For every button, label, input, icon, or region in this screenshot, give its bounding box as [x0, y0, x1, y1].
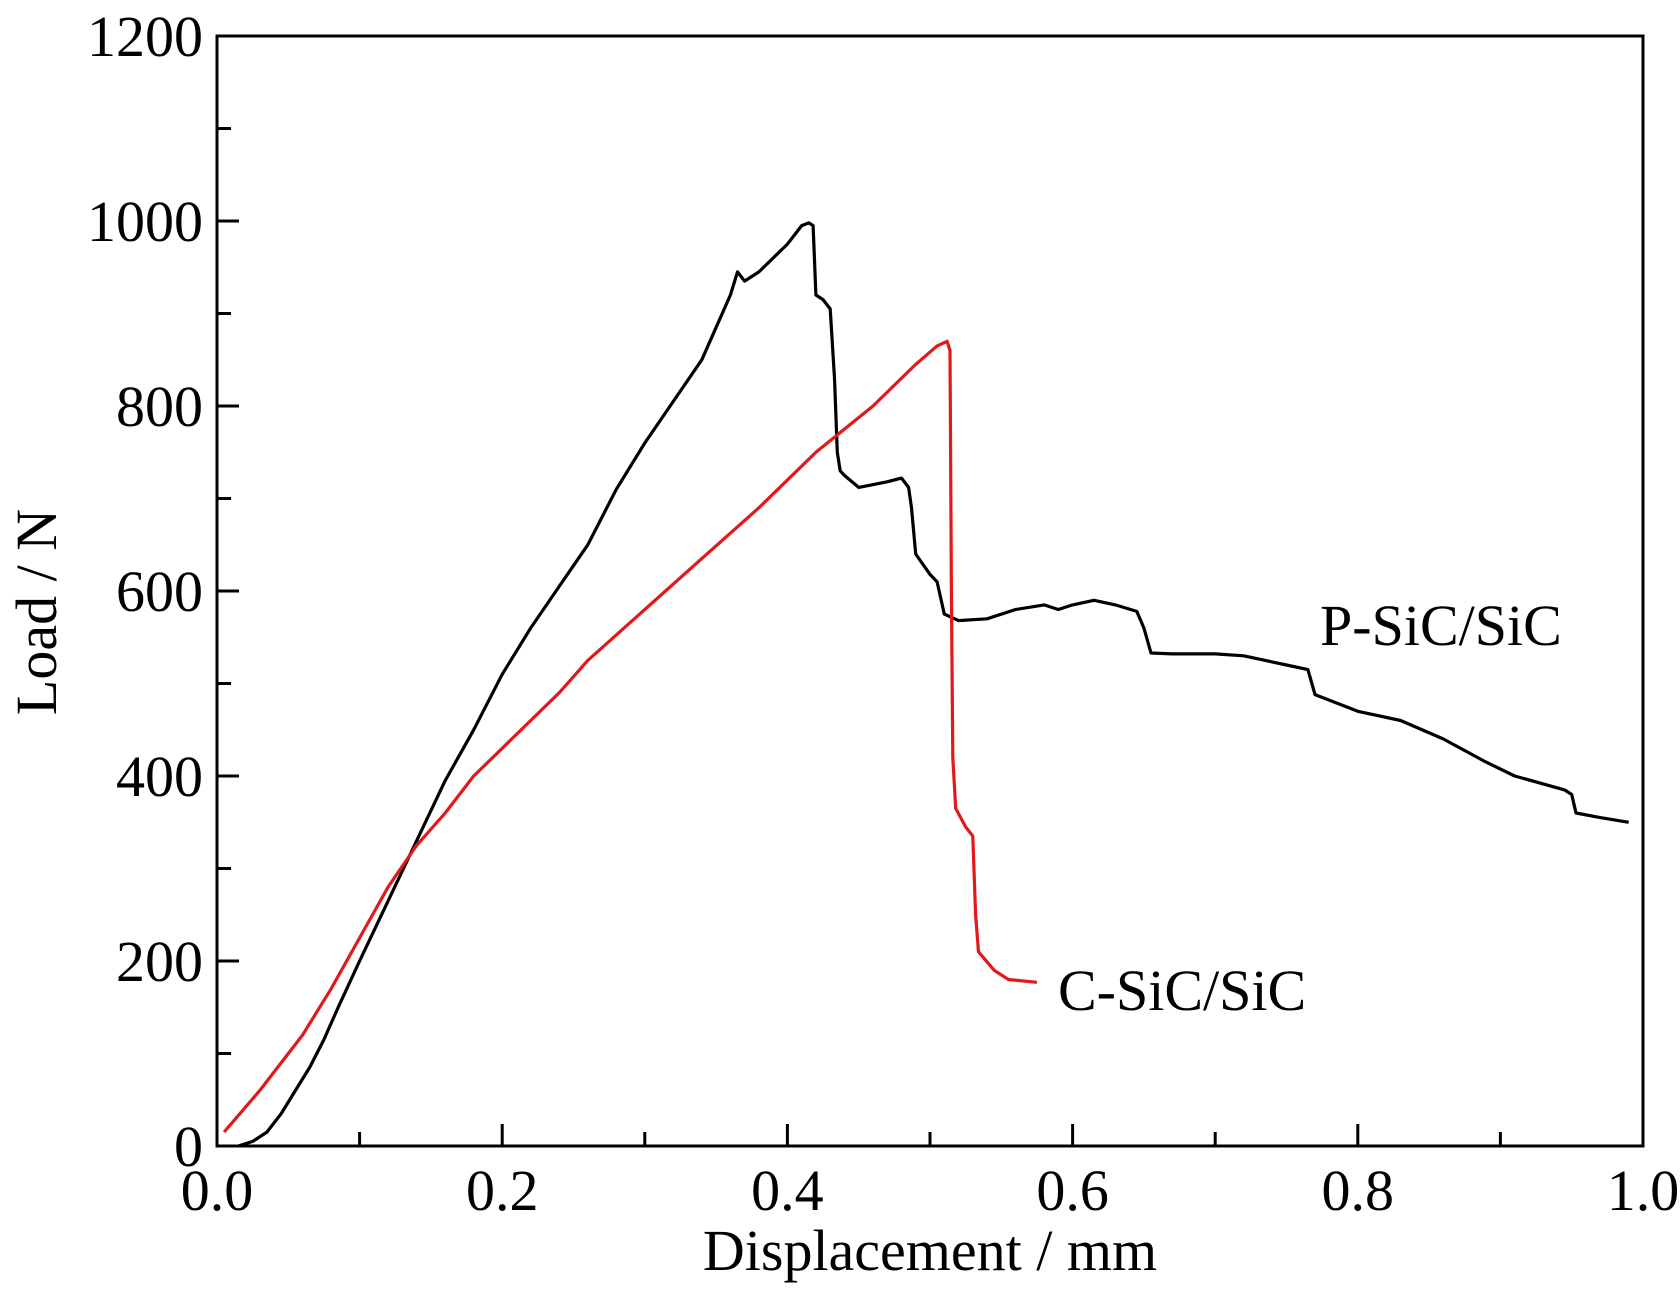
x-tick-label: 0.8 [1322, 1158, 1395, 1223]
x-tick-label: 1.0 [1607, 1158, 1680, 1223]
y-tick-label: 0 [174, 1114, 203, 1179]
y-tick-label: 800 [116, 374, 203, 439]
y-tick-label: 400 [116, 744, 203, 809]
y-axis-title: Load / N [4, 509, 69, 715]
series-lines [222, 221, 1629, 1148]
series-line-c-sic-sic [222, 339, 1038, 1134]
axis-ticks [215, 34, 1645, 1148]
series-line-p-sic-sic [237, 221, 1629, 1148]
y-tick-labels: 0 200 400 600 800 1000 1200 [87, 4, 203, 1179]
y-tick-label: 1000 [87, 189, 203, 254]
series-label-p-sic: P-SiC/SiC [1320, 593, 1562, 658]
x-tick-label: 0.6 [1036, 1158, 1109, 1223]
x-tick-label: 0.2 [466, 1158, 539, 1223]
series-label-c-sic: C-SiC/SiC [1058, 958, 1306, 1023]
y-tick-label: 200 [116, 929, 203, 994]
plot-frame [215, 34, 1645, 1148]
x-tick-label: 0.4 [751, 1158, 824, 1223]
y-tick-label: 600 [116, 559, 203, 624]
x-tick-labels: 0.0 0.2 0.4 0.6 0.8 1.0 [181, 1158, 1680, 1223]
y-tick-label: 1200 [87, 4, 203, 69]
x-tick-label: 0.0 [181, 1158, 254, 1223]
x-axis-title: Displacement / mm [703, 1218, 1157, 1283]
